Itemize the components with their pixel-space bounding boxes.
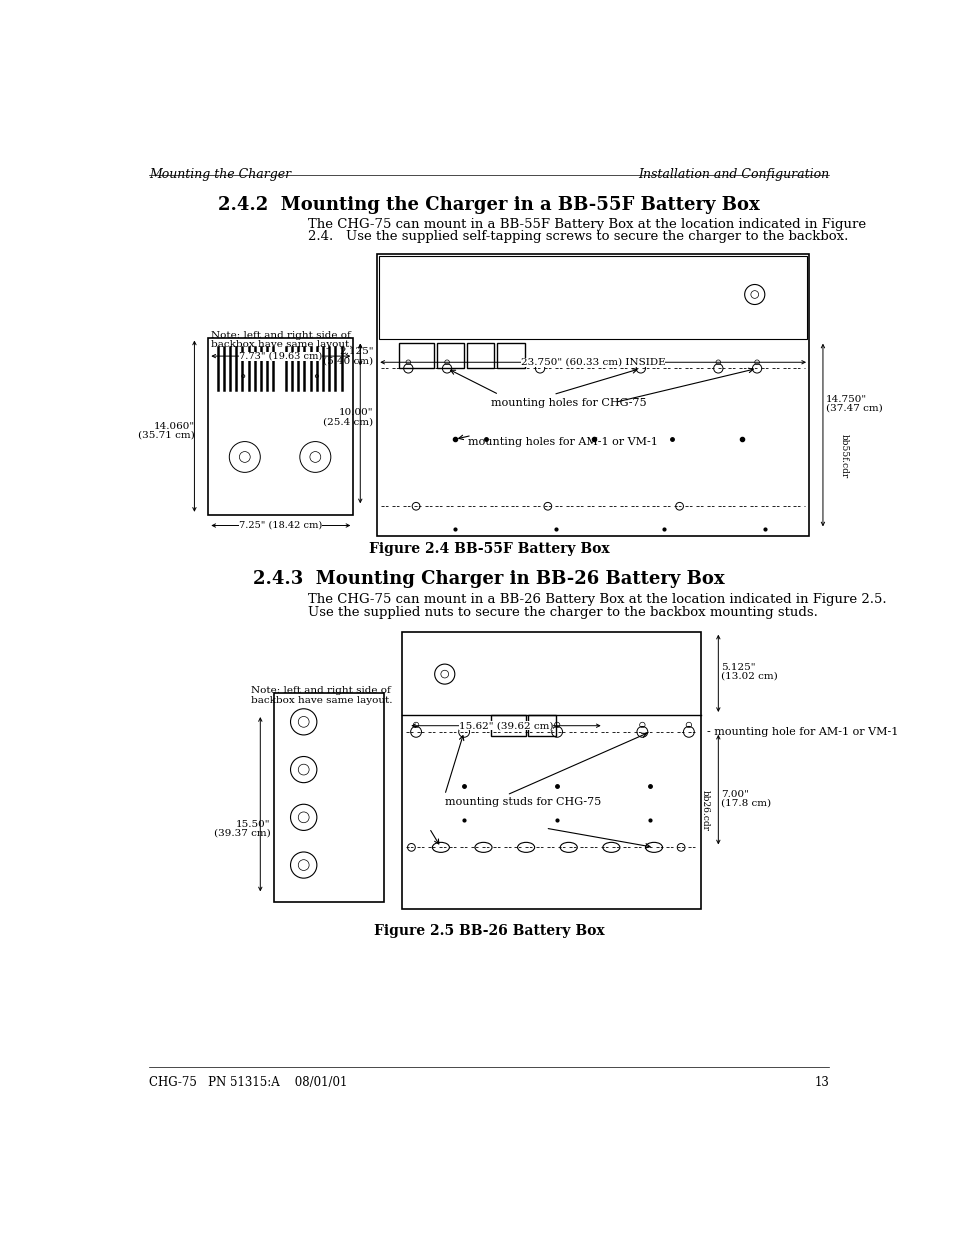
Text: - mounting hole for AM-1 or VM-1: - mounting hole for AM-1 or VM-1 — [707, 727, 898, 737]
Text: (37.47 cm): (37.47 cm) — [825, 404, 882, 412]
Text: (39.37 cm): (39.37 cm) — [213, 829, 270, 837]
Bar — [398, 343, 434, 368]
Text: The CHG-75 can mount in a BB-55F Battery Box at the location indicated in Figure: The CHG-75 can mount in a BB-55F Battery… — [307, 217, 864, 231]
Text: Figure 2.5 BB-26 Battery Box: Figure 2.5 BB-26 Battery Box — [374, 924, 603, 937]
Text: 7.73" (19.63 cm): 7.73" (19.63 cm) — [239, 352, 322, 361]
Text: mounting holes for CHG-75: mounting holes for CHG-75 — [491, 399, 646, 409]
Text: (17.8 cm): (17.8 cm) — [720, 799, 771, 808]
Bar — [208, 337, 353, 515]
Text: 5.125": 5.125" — [720, 662, 755, 672]
Text: 2.4.3  Mounting Charger in BB-26 Battery Box: 2.4.3 Mounting Charger in BB-26 Battery … — [253, 571, 724, 588]
Bar — [497, 343, 524, 368]
Bar — [528, 715, 555, 736]
Text: 2.4.   Use the supplied self-tapping screws to secure the charger to the backbox: 2.4. Use the supplied self-tapping screw… — [307, 230, 847, 243]
Text: (13.02 cm): (13.02 cm) — [720, 672, 778, 680]
Text: Figure 2.4 BB-55F Battery Box: Figure 2.4 BB-55F Battery Box — [368, 542, 609, 557]
Text: 23.750" (60.33 cm) INSIDE: 23.750" (60.33 cm) INSIDE — [520, 358, 665, 367]
Bar — [491, 715, 525, 736]
Bar — [274, 693, 384, 902]
Text: 14.060": 14.060" — [153, 421, 194, 431]
Text: (35.71 cm): (35.71 cm) — [137, 431, 194, 440]
Text: Use the supplied nuts to secure the charger to the backbox mounting studs.: Use the supplied nuts to secure the char… — [307, 605, 817, 619]
Text: Note: left and right side of: Note: left and right side of — [251, 687, 391, 695]
Text: CHG-75   PN 51315:A    08/01/01: CHG-75 PN 51315:A 08/01/01 — [149, 1076, 347, 1089]
Bar — [467, 343, 494, 368]
Text: The CHG-75 can mount in a BB-26 Battery Box at the location indicated in Figure : The CHG-75 can mount in a BB-26 Battery … — [307, 593, 885, 606]
Text: 10.00": 10.00" — [338, 409, 373, 417]
Text: mounting studs for CHG-75: mounting studs for CHG-75 — [444, 798, 600, 808]
Text: 2.4.2  Mounting the Charger in a BB-55F Battery Box: 2.4.2 Mounting the Charger in a BB-55F B… — [218, 196, 759, 214]
Text: 14.750": 14.750" — [825, 395, 866, 404]
Text: (5.40 cm): (5.40 cm) — [323, 356, 373, 366]
Bar — [377, 254, 808, 536]
Text: bb55f.cdr: bb55f.cdr — [840, 433, 848, 478]
Bar — [378, 256, 806, 340]
Text: (25.4 cm): (25.4 cm) — [323, 417, 373, 427]
Text: Mounting the Charger: Mounting the Charger — [149, 168, 291, 182]
Text: backbox have same layout.: backbox have same layout. — [251, 695, 392, 705]
Text: 13: 13 — [814, 1076, 828, 1089]
Text: 15.50": 15.50" — [235, 820, 270, 829]
Text: Note: left and right side of: Note: left and right side of — [211, 331, 350, 340]
Text: 7.25" (18.42 cm): 7.25" (18.42 cm) — [239, 521, 322, 530]
Bar — [402, 632, 700, 909]
Bar — [436, 343, 464, 368]
Text: 15.62" (39.62 cm): 15.62" (39.62 cm) — [458, 721, 553, 730]
Text: bb26.cdr: bb26.cdr — [700, 790, 709, 831]
Text: mounting holes for AM-1 or VM-1: mounting holes for AM-1 or VM-1 — [468, 437, 658, 447]
Text: 7.00": 7.00" — [720, 789, 748, 799]
Text: backbox have same layout.: backbox have same layout. — [211, 340, 352, 350]
Text: 2.125": 2.125" — [338, 347, 373, 356]
Text: Installation and Configuration: Installation and Configuration — [638, 168, 828, 182]
